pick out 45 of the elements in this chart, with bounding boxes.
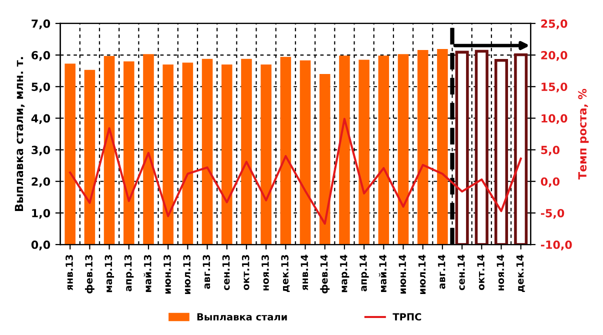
y2-tick-label: 25,0 [541, 19, 568, 30]
x-tick-label: июн.13 [164, 255, 171, 294]
legend-label: Выплавка стали [197, 313, 287, 321]
x-tick-label: май.14 [378, 254, 386, 292]
y-tick-label: 2,0 [32, 177, 50, 188]
y2-tick-label: 20,0 [541, 51, 568, 61]
x-tick-label: май.13 [144, 255, 152, 292]
y2-tick-label: -10,0 [540, 240, 572, 250]
y2-tick-label: 0,0 [540, 177, 560, 188]
x-tick-label: мар.14 [340, 254, 350, 292]
x-tick-label: авг.13 [202, 255, 210, 289]
x-tick-label: дек.13 [281, 255, 290, 292]
x-tick-label: фев.13 [84, 255, 94, 294]
x-tick-label: ноя.14 [496, 254, 504, 290]
legend-label: ТРПС [392, 313, 422, 321]
y-tick-label: 0,0 [31, 240, 50, 250]
y-tick-label: 7,0 [32, 19, 50, 30]
x-tick-label: сен.14 [458, 254, 465, 290]
x-tick-label: дек.14 [516, 254, 525, 292]
y2-tick-label: -5,0 [540, 208, 564, 219]
x-tick-label: июн.14 [398, 254, 406, 294]
x-tick-label: ноя.13 [262, 255, 269, 290]
y-tick-label: 6,0 [32, 51, 50, 61]
x-tick-label: янв.13 [66, 255, 73, 290]
x-tick-label: окт.14 [477, 254, 484, 290]
x-tick-label: июл.13 [183, 255, 191, 294]
x-tick-label: фев.14 [320, 254, 330, 294]
x-tick-label: июл.14 [418, 254, 426, 294]
line-series [69, 118, 522, 225]
x-tick-label: апр.13 [124, 255, 134, 292]
x-tick-label: мар.13 [104, 255, 114, 292]
x-tick-label: сен.13 [222, 255, 230, 290]
y2-tick-label: 5,0 [541, 146, 560, 156]
x-tick-label: апр.14 [360, 254, 369, 292]
x-tick-label: авг.14 [438, 254, 446, 289]
y-tick-label: 1,0 [32, 208, 50, 219]
y-tick-label: 4,0 [31, 114, 50, 124]
y-tick-label: 3,0 [32, 146, 50, 156]
y2-tick-label: 10,0 [542, 114, 568, 124]
y2-tick-label: 15,0 [542, 82, 568, 92]
y2-axis-title: Темп роста, % [578, 88, 589, 180]
y-axis-title: Выплавка стали, млн. т. [14, 57, 25, 211]
x-tick-label: янв.14 [300, 254, 308, 290]
y-tick-label: 5,0 [32, 82, 50, 92]
x-tick-label: окт.13 [242, 255, 250, 290]
